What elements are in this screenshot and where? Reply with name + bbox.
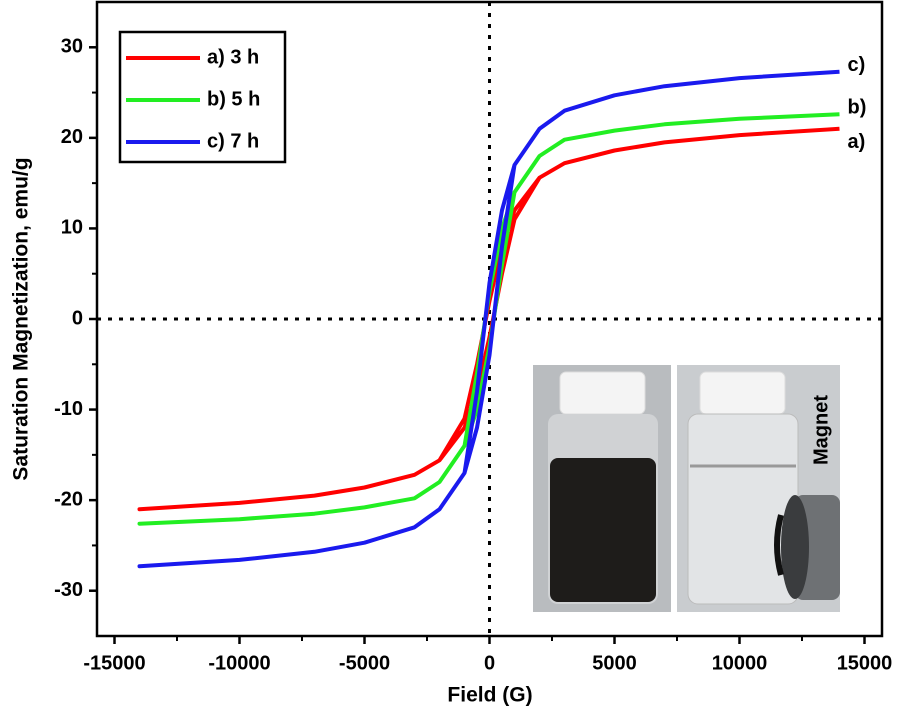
series-line xyxy=(137,112,840,526)
x-axis-label: Field (G) xyxy=(447,684,532,707)
x-tick-label: -10000 xyxy=(208,652,270,674)
legend-label: b) 5 h xyxy=(207,88,260,110)
y-tick-label: -10 xyxy=(54,398,83,420)
x-tick-label: -5000 xyxy=(339,652,390,674)
series-end-label: a) xyxy=(848,131,866,153)
series-line xyxy=(137,126,840,512)
x-tick-label: -15000 xyxy=(83,652,145,674)
x-tick-label: 0 xyxy=(484,652,495,674)
inset-photo xyxy=(533,365,840,612)
x-tick-label: 5000 xyxy=(592,652,637,674)
legend-label: c) 7 h xyxy=(207,130,259,152)
y-tick-label: 10 xyxy=(61,217,83,239)
x-tick-label: 10000 xyxy=(712,652,768,674)
legend-label: a) 3 h xyxy=(207,46,259,68)
plot-lines xyxy=(137,69,840,569)
y-tick-label: 20 xyxy=(61,126,83,148)
series-end-label: b) xyxy=(848,97,867,119)
y-axis-label: Saturation Magnetization, emu/g xyxy=(10,157,33,480)
y-tick-label: 0 xyxy=(72,307,83,329)
series-end-label: c) xyxy=(848,54,866,76)
y-tick-label: 30 xyxy=(61,36,83,58)
inset-label: Magnet xyxy=(810,395,832,465)
y-tick-label: -30 xyxy=(54,579,83,601)
series-line xyxy=(137,69,840,569)
y-tick-label: -20 xyxy=(54,488,83,510)
x-tick-label: 15000 xyxy=(837,652,893,674)
